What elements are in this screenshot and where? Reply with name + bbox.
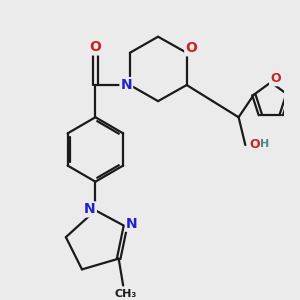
Text: O: O [250,138,260,151]
Text: O: O [89,40,101,54]
Text: O: O [185,41,197,55]
Text: H: H [260,139,270,149]
Text: CH₃: CH₃ [114,289,136,298]
Text: N: N [84,202,96,216]
Text: O: O [270,72,280,85]
Text: N: N [121,78,132,92]
Text: N: N [126,217,137,231]
